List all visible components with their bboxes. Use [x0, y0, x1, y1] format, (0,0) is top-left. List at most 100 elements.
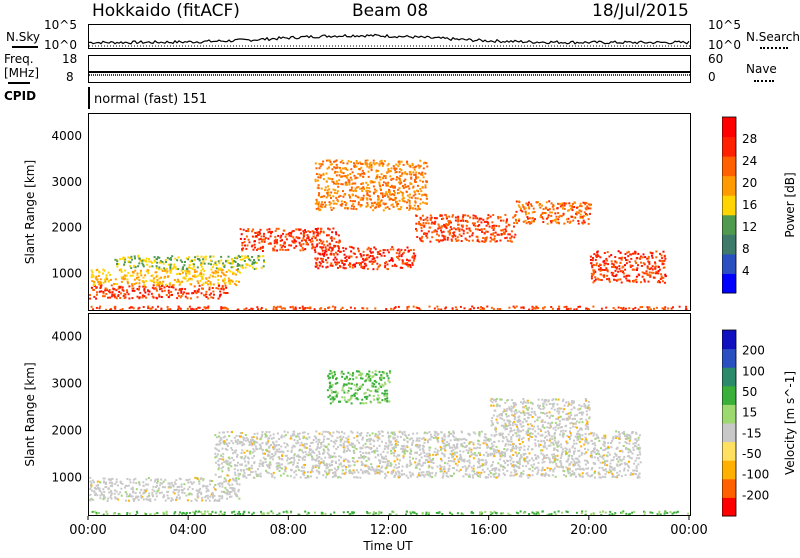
heatmap-cell — [103, 496, 105, 498]
heatmap-cell — [482, 219, 484, 221]
heatmap-cell — [362, 308, 364, 310]
heatmap-cell — [629, 253, 631, 255]
heatmap-cell — [230, 262, 232, 264]
heatmap-cell — [112, 291, 114, 293]
heatmap-cell — [327, 185, 329, 187]
heatmap-cell — [415, 467, 417, 469]
heatmap-cell — [142, 492, 144, 494]
heatmap-cell — [127, 256, 129, 258]
heatmap-cell — [658, 511, 660, 513]
heatmap-cell — [423, 176, 425, 178]
heatmap-cell — [593, 253, 595, 255]
heatmap-cell — [355, 177, 357, 179]
heatmap-cell — [506, 226, 508, 228]
heatmap-cell — [334, 171, 336, 173]
heatmap-cell — [593, 432, 595, 434]
heatmap-cell — [145, 478, 147, 480]
heatmap-cell — [207, 489, 209, 491]
heatmap-cell — [334, 261, 336, 263]
heatmap-cell — [432, 467, 434, 469]
heatmap-cell — [318, 467, 320, 469]
heatmap-cell — [311, 247, 313, 249]
heatmap-cell — [160, 309, 162, 310]
heatmap-cell — [425, 222, 427, 224]
heatmap-cell — [231, 484, 233, 486]
heatmap-cell — [384, 255, 386, 257]
heatmap-cell — [406, 207, 408, 209]
heatmap-cell — [556, 465, 558, 467]
heatmap-cell — [398, 306, 400, 308]
heatmap-cell — [168, 264, 170, 266]
heatmap-cell — [431, 236, 433, 238]
heatmap-cell — [273, 306, 275, 308]
heatmap-cell — [515, 219, 517, 221]
heatmap-cell — [318, 465, 320, 467]
heatmap-cell — [609, 511, 611, 513]
heatmap-cell — [368, 190, 370, 192]
heatmap-cell — [394, 192, 396, 194]
heatmap-cell — [295, 308, 297, 310]
heatmap-cell — [89, 499, 91, 501]
heatmap-cell — [463, 451, 465, 453]
heatmap-cell — [154, 260, 156, 262]
heatmap-cell — [687, 513, 689, 515]
heatmap-cell — [121, 483, 123, 485]
heatmap-cell — [215, 512, 217, 514]
heatmap-cell — [179, 511, 181, 513]
heatmap-cell — [440, 229, 442, 231]
heatmap-cell — [312, 240, 314, 242]
heatmap-cell — [493, 308, 495, 310]
heatmap-cell — [299, 242, 301, 244]
heatmap-cell — [490, 233, 492, 235]
heatmap-cell — [211, 511, 213, 513]
heatmap-cell — [102, 273, 104, 275]
heatmap-cell — [451, 235, 453, 237]
heatmap-cell — [416, 439, 418, 441]
heatmap-cell — [218, 514, 220, 515]
heatmap-cell — [336, 159, 338, 161]
heatmap-cell — [455, 463, 457, 465]
heatmap-cell — [531, 457, 533, 459]
heatmap-cell — [318, 192, 320, 194]
heatmap-cell — [96, 512, 98, 514]
heatmap-cell — [150, 261, 152, 263]
heatmap-cell — [367, 159, 369, 161]
heatmap-cell — [446, 216, 448, 218]
heatmap-cell — [418, 474, 420, 476]
heatmap-cell — [126, 289, 128, 291]
heatmap-cell — [519, 443, 521, 445]
heatmap-cell — [406, 262, 408, 264]
heatmap-cell — [164, 270, 166, 272]
heatmap-cell — [390, 308, 392, 310]
heatmap-cell — [436, 306, 438, 308]
heatmap-cell — [661, 276, 663, 278]
heatmap-cell — [256, 306, 258, 308]
heatmap-cell — [263, 265, 265, 267]
heatmap-cell — [603, 260, 605, 262]
heatmap-cell — [585, 451, 587, 453]
heatmap-cell — [225, 275, 227, 277]
heatmap-cell — [153, 279, 155, 281]
heatmap-cell — [450, 460, 452, 462]
heatmap-cell — [270, 232, 272, 234]
heatmap-cell — [466, 220, 468, 222]
heatmap-cell — [325, 259, 327, 261]
heatmap-cell — [634, 260, 636, 262]
heatmap-cell — [441, 227, 443, 229]
heatmap-cell — [156, 495, 158, 497]
heatmap-cell — [245, 230, 247, 232]
heatmap-cell — [362, 170, 364, 172]
heatmap-cell — [156, 265, 158, 267]
heatmap-cell — [491, 469, 493, 471]
heatmap-cell — [585, 468, 587, 470]
heatmap-cell — [234, 514, 236, 515]
heatmap-cell — [664, 255, 666, 257]
heatmap-cell — [419, 237, 421, 239]
heatmap-cell — [367, 512, 369, 514]
heatmap-cell — [528, 212, 530, 214]
heatmap-cell — [257, 232, 259, 234]
heatmap-cell — [627, 448, 629, 450]
heatmap-cell — [98, 275, 100, 277]
heatmap-cell — [373, 513, 375, 515]
heatmap-cell — [128, 485, 130, 487]
